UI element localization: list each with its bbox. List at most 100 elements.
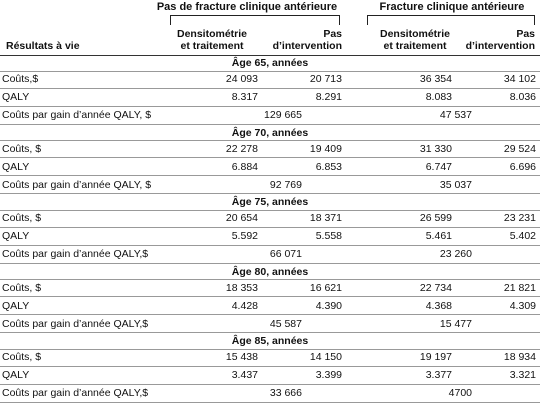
cell-cost: 31 330 <box>419 142 452 155</box>
cell-qaly: 5.592 <box>231 230 258 242</box>
row-rule <box>0 105 540 107</box>
row-label-qaly: QALY <box>2 160 30 173</box>
cell-ratio: 4700 <box>448 387 472 399</box>
cell-qaly: 8.291 <box>315 91 342 103</box>
row-rule <box>0 226 540 228</box>
cell-cost: 19 409 <box>309 142 342 155</box>
cell-qaly: 5.461 <box>425 230 452 242</box>
cell-ratio: 23 260 <box>439 248 472 260</box>
cell-cost: 36 354 <box>419 73 452 85</box>
row-rule <box>0 383 540 385</box>
section-rule <box>0 123 540 125</box>
cell-cost: 22 734 <box>419 281 452 294</box>
cell-qaly: 4.390 <box>315 299 342 312</box>
col-header-results: Résultats à vie <box>6 40 80 52</box>
row-label-qaly: QALY <box>2 369 30 381</box>
row-label-costs: Coûts, $ <box>2 212 42 224</box>
row-label-ratio: Coûts par gain d’année QALY, $ <box>2 109 152 121</box>
cell-cost: 26 599 <box>419 212 452 224</box>
age-heading: Âge 80, années <box>231 265 309 278</box>
cell-ratio: 15 477 <box>439 317 472 330</box>
cell-qaly: 6.884 <box>231 160 258 173</box>
cell-ratio: 66 071 <box>269 248 302 260</box>
col-header-pas-2: Pas d’intervention <box>465 28 535 52</box>
cell-qaly: 8.317 <box>231 91 258 103</box>
cell-cost: 21 821 <box>503 281 536 294</box>
cell-ratio: 92 769 <box>269 178 302 191</box>
col-header-pas-1: Pas d’intervention <box>272 28 342 52</box>
cell-cost: 20 713 <box>309 73 342 85</box>
row-rule <box>0 279 540 280</box>
row-label-qaly: QALY <box>2 230 30 242</box>
row-label-ratio: Coûts par gain d’année QALY,$ <box>2 248 149 260</box>
row-rule <box>0 140 540 141</box>
row-label-costs: Coûts, $ <box>2 142 42 155</box>
cell-cost: 20 654 <box>225 212 258 224</box>
cell-ratio: 129 665 <box>264 109 302 121</box>
cell-cost: 22 278 <box>225 142 258 155</box>
cell-ratio: 47 537 <box>439 109 472 121</box>
row-rule <box>0 209 540 211</box>
row-rule <box>0 348 540 350</box>
row-rule <box>0 365 540 367</box>
cell-cost: 14 150 <box>309 351 342 363</box>
cell-qaly: 5.558 <box>315 230 342 242</box>
age-heading: Âge 70, années <box>231 126 309 139</box>
row-rule <box>0 244 540 246</box>
section-rule <box>0 401 540 403</box>
cell-cost: 18 934 <box>503 351 536 363</box>
header-rule <box>0 55 540 56</box>
cell-qaly: 3.377 <box>425 369 452 381</box>
cell-qaly: 8.083 <box>425 91 452 103</box>
row-label-costs: Coûts,$ <box>2 73 39 85</box>
cell-cost: 23 231 <box>503 212 536 224</box>
row-label-qaly: QALY <box>2 299 30 312</box>
cell-qaly: 8.036 <box>509 91 536 103</box>
cell-qaly: 4.428 <box>231 299 258 312</box>
col-header-dens-2: Densitométrie et traitement <box>379 28 451 52</box>
row-label-qaly: QALY <box>2 91 30 103</box>
group-header-prior-fracture: Fracture clinique antérieure <box>379 1 525 13</box>
section-rule <box>0 262 540 264</box>
row-label-costs: Coûts, $ <box>2 281 42 294</box>
cell-cost: 18 353 <box>225 281 258 294</box>
group-header-no-prior-fracture: Pas de fracture clinique antérieure <box>156 1 338 13</box>
cell-cost: 16 621 <box>309 281 342 294</box>
cell-ratio: 45 587 <box>269 317 302 330</box>
cell-ratio: 35 037 <box>439 178 472 191</box>
cell-cost: 24 093 <box>225 73 258 85</box>
cell-qaly: 4.368 <box>425 299 452 312</box>
age-heading: Âge 65, années <box>231 57 309 69</box>
group-bracket-prior-fracture <box>367 15 535 25</box>
age-heading: Âge 85, années <box>231 335 309 347</box>
row-label-ratio: Coûts par gain d’année QALY,$ <box>2 317 149 330</box>
cell-qaly: 6.853 <box>315 160 342 173</box>
cell-qaly: 6.747 <box>425 160 452 173</box>
col-header-dens-1: Densitométrie et traitement <box>176 28 248 52</box>
cell-qaly: 5.402 <box>509 230 536 242</box>
cell-qaly: 3.437 <box>231 369 258 381</box>
cell-qaly: 6.696 <box>509 160 536 173</box>
row-rule <box>0 70 540 72</box>
row-rule <box>0 157 540 158</box>
row-rule <box>0 314 540 315</box>
cell-qaly: 4.309 <box>509 299 536 312</box>
cell-qaly: 3.399 <box>315 369 342 381</box>
cell-cost: 19 197 <box>419 351 452 363</box>
cell-cost: 15 438 <box>225 351 258 363</box>
row-label-ratio: Coûts par gain d’année QALY, $ <box>2 178 152 191</box>
section-rule <box>0 332 540 333</box>
section-rule <box>0 193 540 194</box>
row-label-ratio: Coûts par gain d’année QALY,$ <box>2 387 149 399</box>
row-rule <box>0 87 540 89</box>
cell-ratio: 33 666 <box>269 387 302 399</box>
row-rule <box>0 296 540 297</box>
group-bracket-no-prior-fracture <box>170 15 340 25</box>
cell-qaly: 3.321 <box>509 369 536 381</box>
age-heading: Âge 75, années <box>231 196 309 208</box>
row-label-costs: Coûts, $ <box>2 351 42 363</box>
cell-cost: 29 524 <box>503 142 536 155</box>
row-rule <box>0 175 540 176</box>
cell-cost: 18 371 <box>309 212 342 224</box>
cell-cost: 34 102 <box>503 73 536 85</box>
